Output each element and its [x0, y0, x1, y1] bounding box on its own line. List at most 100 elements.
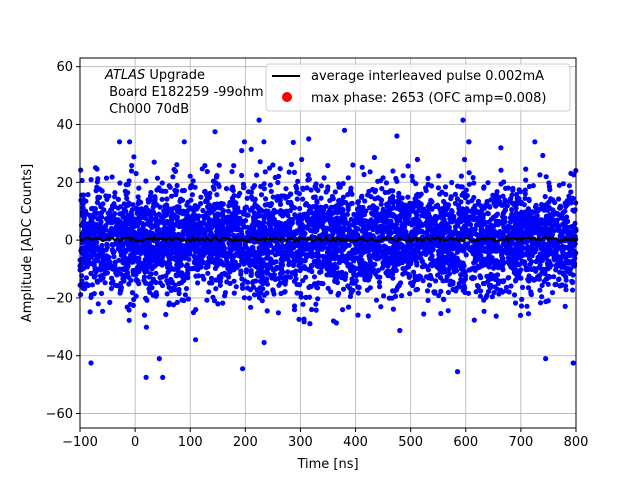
- scatter-point: [414, 260, 420, 266]
- scatter-point: [449, 208, 455, 214]
- scatter-point: [478, 253, 484, 259]
- scatter-point: [92, 268, 98, 274]
- scatter-point: [361, 271, 367, 277]
- scatter-point: [529, 209, 535, 215]
- scatter-point: [429, 228, 435, 234]
- scatter-point: [267, 215, 273, 221]
- scatter-point: [330, 219, 336, 226]
- scatter-point: [526, 256, 533, 262]
- scatter-point: [519, 284, 526, 290]
- scatter-point: [148, 263, 154, 269]
- scatter-point: [223, 186, 230, 192]
- scatter-point: [159, 274, 165, 280]
- scatter-point: [78, 167, 84, 173]
- scatter-point: [227, 242, 233, 249]
- scatter-point: [308, 221, 314, 227]
- scatter-point: [537, 287, 543, 293]
- scatter-point: [313, 181, 319, 187]
- scatter-point: [537, 172, 543, 178]
- scatter-point: [251, 225, 257, 231]
- scatter-point: [484, 292, 490, 298]
- scatter-point: [420, 278, 426, 284]
- scatter-point: [557, 205, 564, 211]
- scatter-point: [234, 206, 241, 212]
- scatter-point: [109, 275, 115, 281]
- scatter-point: [334, 264, 340, 271]
- scatter-point: [256, 295, 263, 301]
- scatter-point: [301, 319, 307, 325]
- scatter-point: [437, 261, 443, 267]
- scatter-point: [318, 212, 324, 218]
- scatter-point: [519, 259, 525, 265]
- scatter-point: [121, 201, 127, 207]
- scatter-point: [155, 253, 161, 259]
- scatter-point: [263, 196, 269, 202]
- scatter-point: [381, 293, 387, 299]
- scatter-point: [379, 210, 385, 216]
- scatter-point: [239, 148, 245, 154]
- scatter-point: [284, 226, 290, 232]
- scatter-point: [379, 216, 385, 222]
- scatter-point: [312, 281, 318, 287]
- scatter-point: [106, 228, 113, 234]
- scatter-point: [276, 265, 282, 271]
- scatter-point: [535, 208, 541, 214]
- scatter-point: [366, 253, 372, 259]
- scatter-point: [135, 201, 141, 207]
- scatter-point: [92, 257, 98, 264]
- scatter-point: [340, 194, 346, 200]
- scatter-point: [383, 218, 389, 224]
- scatter-point: [182, 255, 188, 261]
- scatter-point: [521, 224, 528, 230]
- scatter-point: [300, 242, 307, 248]
- scatter-point: [485, 211, 491, 217]
- scatter-point: [397, 327, 403, 334]
- scatter-point: [281, 289, 287, 295]
- scatter-point: [136, 185, 142, 191]
- scatter-point: [272, 276, 278, 282]
- scatter-point: [548, 262, 554, 268]
- scatter-point: [467, 227, 473, 233]
- scatter-point: [260, 228, 266, 234]
- scatter-point: [242, 257, 248, 264]
- scatter-point: [296, 316, 302, 322]
- scatter-point: [411, 202, 417, 209]
- scatter-point: [136, 255, 142, 261]
- scatter-point: [227, 280, 233, 287]
- scatter-point: [563, 260, 569, 266]
- scatter-point: [566, 193, 572, 199]
- scatter-point: [169, 246, 175, 252]
- scatter-point: [409, 248, 415, 254]
- scatter-point: [351, 271, 357, 277]
- scatter-point: [510, 250, 516, 256]
- scatter-point: [509, 207, 515, 213]
- scatter-point: [345, 283, 351, 289]
- scatter-point: [327, 272, 333, 278]
- scatter-point: [254, 172, 260, 178]
- scatter-point: [172, 232, 178, 238]
- scatter-point: [386, 245, 392, 252]
- scatter-point: [95, 301, 101, 307]
- scatter-point: [129, 162, 135, 169]
- scatter-point: [271, 210, 277, 216]
- scatter-point: [457, 211, 463, 218]
- scatter-point: [556, 182, 562, 188]
- scatter-point: [270, 162, 276, 168]
- scatter-point: [213, 180, 219, 186]
- scatter-point: [100, 275, 106, 281]
- scatter-point: [438, 288, 444, 294]
- scatter-point: [320, 220, 326, 226]
- scatter-point: [205, 262, 211, 269]
- scatter-point: [523, 166, 529, 172]
- scatter-point: [407, 291, 413, 297]
- scatter-point: [477, 293, 483, 299]
- scatter-point: [435, 248, 442, 254]
- scatter-point: [123, 191, 129, 198]
- scatter-point: [183, 286, 190, 292]
- scatter-point: [340, 212, 346, 218]
- scatter-point: [275, 179, 281, 186]
- scatter-point: [174, 262, 180, 268]
- scatter-point: [252, 197, 258, 203]
- scatter-point: [423, 249, 429, 255]
- scatter-point: [108, 285, 114, 292]
